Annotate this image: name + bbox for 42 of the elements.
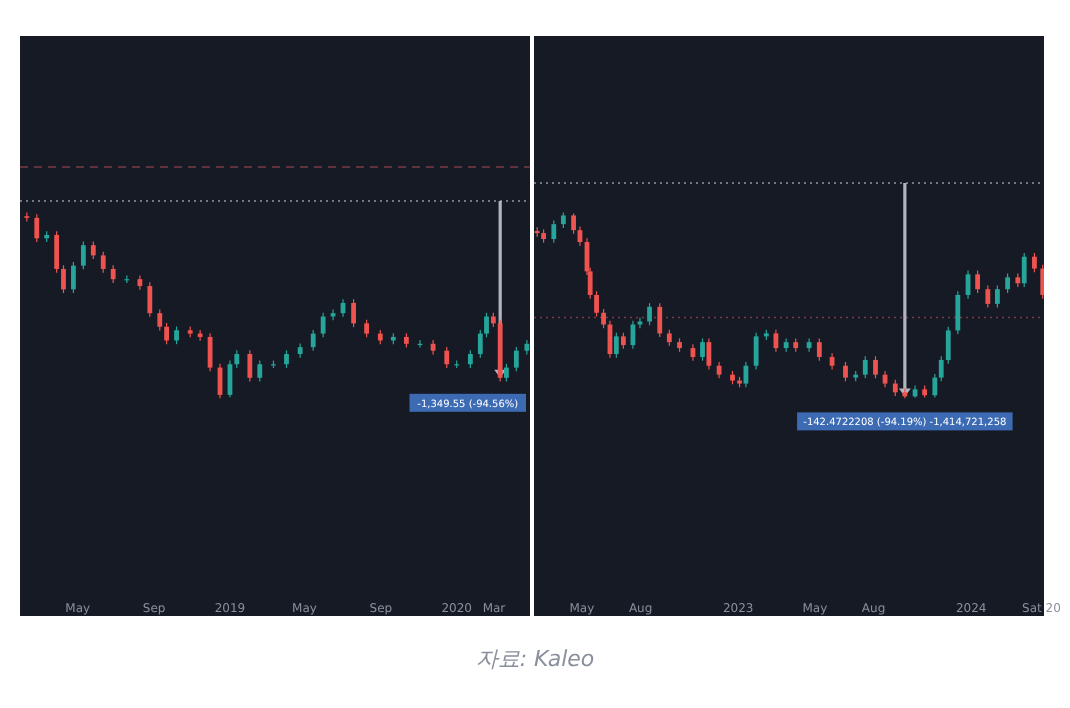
candlestick (330, 308, 336, 321)
candlestick (1021, 252, 1027, 288)
candlestick (975, 270, 981, 294)
candlestick (613, 332, 619, 359)
candlestick (351, 298, 356, 328)
candlestick (1032, 252, 1037, 273)
candlestick (1005, 272, 1011, 294)
candlestick (71, 261, 76, 294)
candlestick (955, 290, 961, 335)
candlestick (80, 240, 86, 270)
candlestick (816, 337, 822, 362)
candlestick (61, 264, 66, 294)
candlestick (700, 337, 705, 362)
candlestick (706, 337, 712, 371)
candlestick (806, 337, 812, 353)
candlestick (54, 230, 60, 274)
candlestick (197, 329, 203, 342)
text: 자료: Kaleo (475, 646, 595, 672)
candlestick (862, 355, 868, 379)
candlestick (137, 274, 143, 291)
candlestick (310, 329, 316, 352)
candlestick (1040, 264, 1044, 300)
candlestick (257, 359, 263, 383)
candlestick (843, 361, 848, 382)
candlestick (320, 312, 326, 338)
candlestick (100, 251, 106, 274)
candlestick (985, 284, 991, 309)
candlestick (753, 332, 759, 371)
candlestick (147, 281, 153, 318)
candlestick (157, 308, 163, 332)
candlestick (873, 355, 878, 379)
candlestick (995, 284, 1000, 309)
candlestick (164, 322, 169, 345)
candlestick (513, 346, 519, 372)
candlestick (945, 326, 951, 365)
candlestick (444, 346, 450, 369)
candlestick (783, 337, 789, 353)
candlestick (551, 219, 557, 244)
candlestick (247, 349, 253, 383)
candlestick (647, 302, 652, 326)
candlestick (34, 213, 40, 243)
candlestick (657, 302, 663, 338)
